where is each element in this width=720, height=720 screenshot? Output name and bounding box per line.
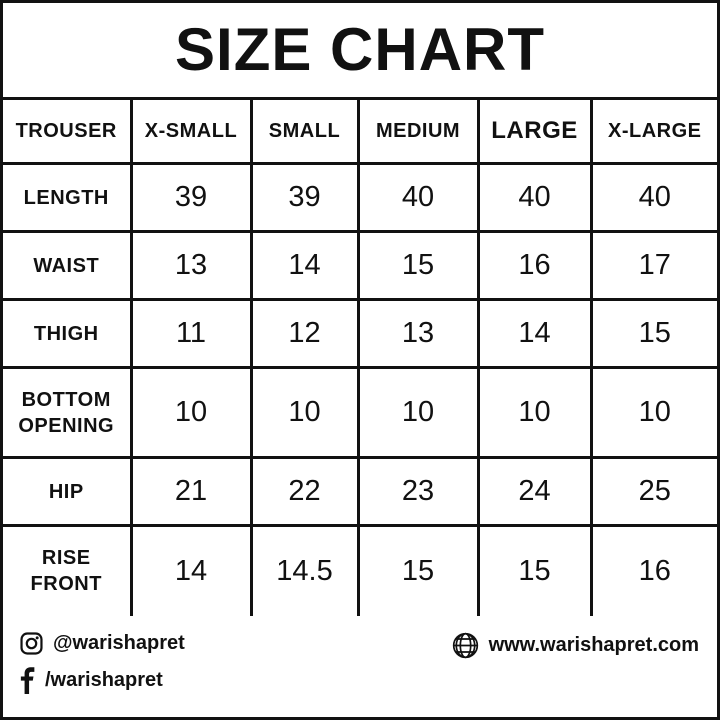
size-value: 16 [476, 230, 593, 301]
footer: @warishapret /warishapret [3, 616, 717, 718]
header-cell-x-small: X-SMALL [129, 98, 253, 165]
table-header-row: TROUSER X-SMALL SMALL MEDIUM LARGE X-LAR… [3, 98, 717, 165]
size-value: 14 [249, 230, 360, 301]
globe-icon [452, 632, 479, 659]
size-value: 13 [129, 230, 253, 301]
size-value: 22 [249, 456, 360, 527]
header-cell-medium: MEDIUM [356, 98, 480, 165]
table-row-hip: HIP 21 22 23 24 25 [3, 456, 717, 527]
size-value: 10 [476, 366, 593, 459]
title-box: SIZE CHART [3, 3, 717, 100]
row-label: BOTTOM OPENING [3, 366, 133, 459]
size-value: 40 [356, 162, 480, 233]
table-row-waist: WAIST 13 14 15 16 17 [3, 230, 717, 301]
row-label: HIP [3, 456, 133, 527]
header-cell-x-large: X-LARGE [589, 98, 717, 165]
table-row-rise-front: RISE FRONT 14 14.5 15 15 16 [3, 524, 717, 617]
header-cell-trouser: TROUSER [3, 98, 133, 165]
row-label: THIGH [3, 298, 133, 369]
size-value: 15 [476, 524, 593, 617]
size-value: 40 [589, 162, 717, 233]
size-value: 24 [476, 456, 593, 527]
size-table: TROUSER X-SMALL SMALL MEDIUM LARGE X-LAR… [3, 98, 717, 617]
website-url: www.warishapret.com [488, 634, 699, 656]
table-row-thigh: THIGH 11 12 13 14 15 [3, 298, 717, 369]
header-cell-large: LARGE [476, 98, 593, 165]
row-label: WAIST [3, 230, 133, 301]
size-value: 15 [589, 298, 717, 369]
page-title: SIZE CHART [175, 16, 545, 83]
size-value: 23 [356, 456, 480, 527]
size-value: 25 [589, 456, 717, 527]
size-value: 11 [129, 298, 253, 369]
size-value: 14 [476, 298, 593, 369]
size-value: 39 [129, 162, 253, 233]
size-value: 10 [589, 366, 717, 459]
table-row-length: LENGTH 39 39 40 40 40 [3, 162, 717, 233]
size-value: 15 [356, 524, 480, 617]
size-value: 10 [129, 366, 253, 459]
size-value: 14 [129, 524, 253, 617]
size-value: 17 [589, 230, 717, 301]
instagram-handle: @warishapret [53, 632, 185, 654]
table-row-bottom-opening: BOTTOM OPENING 10 10 10 10 10 [3, 366, 717, 459]
size-value: 15 [356, 230, 480, 301]
size-value: 12 [249, 298, 360, 369]
header-cell-small: SMALL [249, 98, 360, 165]
size-value: 10 [356, 366, 480, 459]
size-value: 21 [129, 456, 253, 527]
size-value: 40 [476, 162, 593, 233]
website-line: www.warishapret.com [452, 632, 699, 659]
facebook-icon [20, 666, 35, 694]
facebook-handle: /warishapret [45, 669, 163, 691]
size-value: 16 [589, 524, 717, 617]
size-value: 10 [249, 366, 360, 459]
instagram-line: @warishapret [20, 631, 185, 655]
row-label: LENGTH [3, 162, 133, 233]
instagram-icon [20, 631, 43, 655]
facebook-line: /warishapret [20, 666, 185, 694]
size-value: 14.5 [249, 524, 360, 617]
footer-left: @warishapret /warishapret [20, 631, 185, 694]
row-label: RISE FRONT [3, 524, 133, 617]
size-value: 39 [249, 162, 360, 233]
size-value: 13 [356, 298, 480, 369]
